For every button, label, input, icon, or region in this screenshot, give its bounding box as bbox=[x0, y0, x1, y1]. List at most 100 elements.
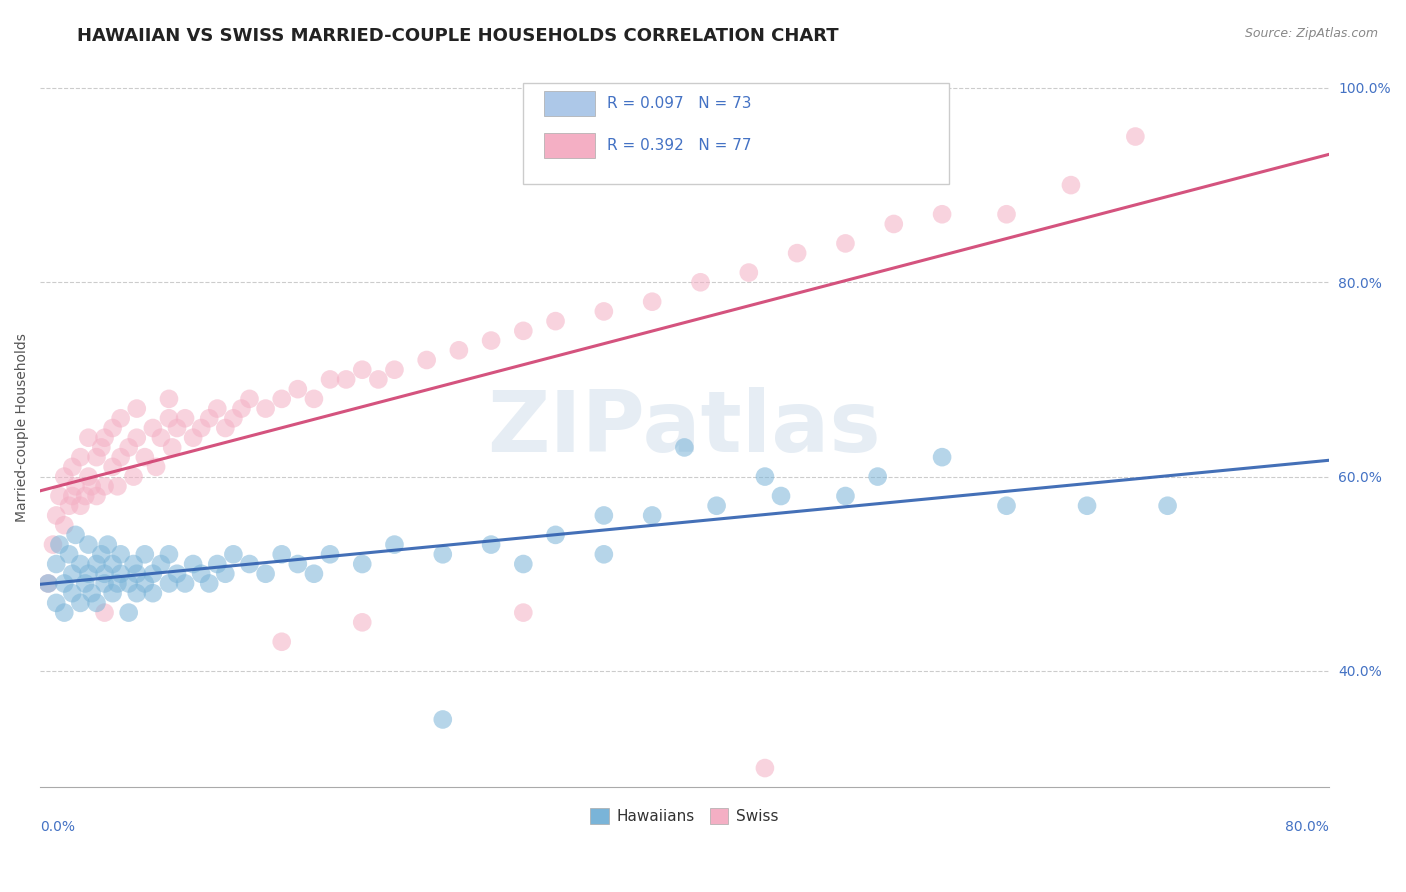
Point bbox=[641, 294, 664, 309]
Point bbox=[270, 634, 292, 648]
Point bbox=[592, 508, 614, 523]
Point bbox=[1060, 178, 1083, 193]
Point bbox=[86, 557, 108, 571]
Point bbox=[142, 421, 165, 435]
Point bbox=[254, 566, 277, 581]
Point bbox=[181, 431, 204, 445]
Point bbox=[53, 518, 76, 533]
Point bbox=[995, 207, 1018, 221]
Point bbox=[995, 499, 1018, 513]
FancyBboxPatch shape bbox=[544, 133, 596, 158]
Point bbox=[86, 489, 108, 503]
Point bbox=[149, 431, 172, 445]
Legend: Hawaiians, Swiss: Hawaiians, Swiss bbox=[585, 802, 785, 830]
Point bbox=[48, 538, 70, 552]
Point bbox=[69, 450, 91, 465]
Point bbox=[42, 538, 65, 552]
Point bbox=[77, 566, 100, 581]
Point bbox=[77, 431, 100, 445]
Point bbox=[166, 421, 188, 435]
Point bbox=[254, 401, 277, 416]
Point bbox=[134, 450, 156, 465]
Point bbox=[45, 596, 67, 610]
Point bbox=[302, 566, 325, 581]
Point bbox=[738, 266, 761, 280]
Point bbox=[53, 576, 76, 591]
Point bbox=[110, 547, 132, 561]
Point bbox=[706, 499, 728, 513]
Point bbox=[270, 392, 292, 406]
Point bbox=[786, 246, 808, 260]
Point bbox=[479, 538, 502, 552]
Point bbox=[122, 557, 145, 571]
Point bbox=[367, 372, 389, 386]
Point bbox=[157, 411, 180, 425]
Point bbox=[231, 401, 253, 416]
Point bbox=[592, 547, 614, 561]
Point bbox=[90, 547, 112, 561]
Point bbox=[107, 479, 129, 493]
Point bbox=[118, 606, 141, 620]
Point bbox=[142, 566, 165, 581]
Point bbox=[75, 576, 97, 591]
Point bbox=[157, 576, 180, 591]
Point bbox=[60, 586, 83, 600]
Text: 0.0%: 0.0% bbox=[41, 820, 75, 834]
Point bbox=[207, 401, 229, 416]
Point bbox=[222, 547, 245, 561]
Point bbox=[512, 557, 534, 571]
Point bbox=[352, 615, 374, 630]
Point bbox=[181, 557, 204, 571]
Point bbox=[160, 441, 183, 455]
Point bbox=[125, 401, 148, 416]
Point bbox=[125, 431, 148, 445]
Point bbox=[866, 469, 889, 483]
Point bbox=[544, 314, 567, 328]
Point bbox=[69, 499, 91, 513]
Point bbox=[319, 547, 342, 561]
Point bbox=[53, 469, 76, 483]
Point bbox=[75, 489, 97, 503]
Point bbox=[145, 459, 167, 474]
Point bbox=[883, 217, 905, 231]
Point bbox=[384, 362, 406, 376]
Point bbox=[190, 421, 212, 435]
Point bbox=[134, 547, 156, 561]
Point bbox=[86, 450, 108, 465]
Point bbox=[53, 606, 76, 620]
Point bbox=[238, 392, 260, 406]
Point bbox=[302, 392, 325, 406]
Point bbox=[352, 362, 374, 376]
Point bbox=[93, 576, 115, 591]
Point bbox=[142, 586, 165, 600]
FancyBboxPatch shape bbox=[544, 91, 596, 116]
Point bbox=[1125, 129, 1147, 144]
Point bbox=[432, 713, 454, 727]
Point bbox=[157, 547, 180, 561]
Point bbox=[90, 441, 112, 455]
Point bbox=[58, 547, 80, 561]
Text: R = 0.392   N = 77: R = 0.392 N = 77 bbox=[607, 138, 752, 153]
Point bbox=[58, 499, 80, 513]
Point bbox=[174, 576, 197, 591]
Point bbox=[754, 469, 776, 483]
Point bbox=[287, 557, 309, 571]
Point bbox=[110, 450, 132, 465]
Text: HAWAIIAN VS SWISS MARRIED-COUPLE HOUSEHOLDS CORRELATION CHART: HAWAIIAN VS SWISS MARRIED-COUPLE HOUSEHO… bbox=[77, 27, 839, 45]
Point bbox=[432, 547, 454, 561]
Y-axis label: Married-couple Households: Married-couple Households bbox=[15, 334, 30, 523]
Point bbox=[60, 459, 83, 474]
Text: Source: ZipAtlas.com: Source: ZipAtlas.com bbox=[1244, 27, 1378, 40]
Point bbox=[125, 586, 148, 600]
Point bbox=[1156, 499, 1178, 513]
Point bbox=[125, 566, 148, 581]
Point bbox=[65, 528, 87, 542]
Point bbox=[689, 275, 711, 289]
Point bbox=[118, 576, 141, 591]
Point bbox=[544, 528, 567, 542]
Point bbox=[48, 489, 70, 503]
Point bbox=[834, 236, 856, 251]
Point bbox=[118, 441, 141, 455]
Point bbox=[190, 566, 212, 581]
Point bbox=[110, 566, 132, 581]
